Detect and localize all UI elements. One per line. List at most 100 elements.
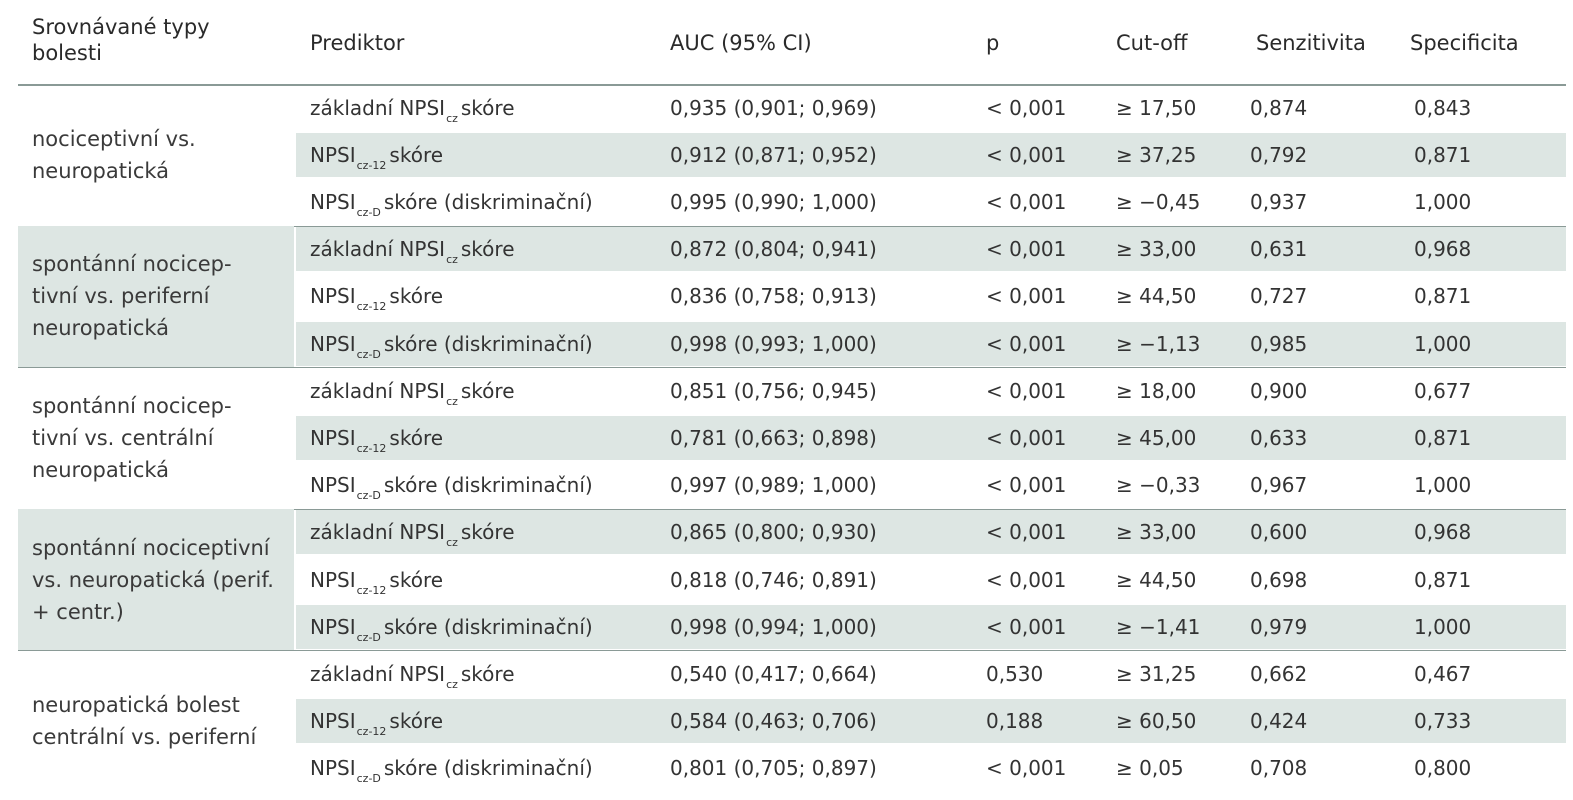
predictor-cell: NPSIcz-12 skóre	[310, 558, 443, 602]
specificity-cell: 0,733	[1414, 709, 1472, 734]
cutoff-cell: ≥ 33,00	[1116, 237, 1197, 262]
predictor-cell: NPSIcz-12 skóre	[310, 274, 443, 318]
specificity-cell: 1,000	[1414, 473, 1472, 498]
group-divider	[18, 225, 1566, 227]
predictor-name: NPSI	[310, 709, 356, 734]
predictor-suffix: skóre	[460, 237, 515, 262]
table-header: Srovnávané typy bolesti Prediktor AUC (9…	[18, 0, 1566, 86]
predictor-name: NPSI	[310, 425, 356, 450]
predictor-suffix: skóre (diskriminační)	[383, 473, 593, 498]
predictor-cell: NPSIcz-D skóre (diskriminační)	[310, 180, 593, 224]
table-row: NPSIcz-12 skóre 0,836 (0,758; 0,913) < 0,00…	[296, 274, 1566, 318]
p-value-cell: 0,188	[986, 709, 1044, 734]
auc-cell: 0,865 (0,800; 0,930)	[670, 520, 877, 545]
predictor-name: základní NPSI	[310, 378, 446, 403]
predictor-suffix: skóre (diskriminační)	[383, 614, 593, 639]
predictor-name: NPSI	[310, 614, 356, 639]
predictor-name: NPSI	[310, 284, 356, 309]
sensitivity-cell: 0,874	[1250, 95, 1308, 120]
auc-cell: 0,836 (0,758; 0,913)	[670, 284, 877, 309]
specificity-cell: 0,467	[1414, 661, 1472, 686]
sensitivity-cell: 0,967	[1250, 473, 1308, 498]
predictor-cell: základní NPSIcz skóre	[310, 369, 515, 413]
specificity-cell: 1,000	[1414, 190, 1472, 214]
p-value-cell: < 0,001	[986, 614, 1067, 639]
group-label-cell: spontánní nocicep- tivní vs. periferní n…	[18, 225, 294, 368]
predictor-name: NPSI	[310, 142, 356, 167]
predictor-suffix: skóre	[460, 520, 515, 545]
sensitivity-cell: 0,662	[1250, 661, 1308, 686]
predictor-subscript: cz-12	[356, 158, 387, 172]
sensitivity-cell: 0,633	[1250, 425, 1308, 450]
table-row: NPSIcz-D skóre (diskriminační) 0,998 (0,99…	[296, 321, 1566, 366]
cutoff-cell: ≥ −1,13	[1116, 331, 1201, 356]
specificity-cell: 0,871	[1414, 567, 1472, 592]
p-value-cell: < 0,001	[986, 331, 1067, 356]
group-label: spontánní nocicep- tivní vs. periferní n…	[32, 252, 232, 341]
auc-cell: 0,584 (0,463; 0,706)	[670, 709, 877, 734]
table-row: NPSIcz-D skóre (diskriminační) 0,801 (0,70…	[296, 746, 1566, 790]
specificity-cell: 1,000	[1414, 614, 1472, 639]
predictor-subscript: cz	[446, 536, 458, 550]
cutoff-cell: ≥ 31,25	[1116, 661, 1197, 686]
results-table: Srovnávané typy bolesti Prediktor AUC (9…	[18, 0, 1566, 800]
predictor-name: základní NPSI	[310, 237, 446, 262]
predictor-cell: NPSIcz-D skóre (diskriminační)	[310, 746, 593, 790]
specificity-cell: 0,871	[1414, 425, 1472, 450]
group-divider	[18, 367, 1566, 369]
predictor-suffix: skóre (diskriminační)	[383, 756, 593, 781]
group-block: neuropatická bolest centrální vs. perife…	[18, 650, 1566, 792]
specificity-cell: 0,968	[1414, 520, 1472, 545]
predictor-subscript: cz-D	[356, 347, 381, 361]
p-value-cell: < 0,001	[986, 567, 1067, 592]
specificity-cell: 0,968	[1414, 237, 1472, 262]
group-block: nociceptivní vs. neuropatická základní NP…	[18, 84, 1566, 226]
predictor-name: NPSI	[310, 331, 356, 356]
predictor-subscript: cz-D	[356, 206, 381, 219]
predictor-cell: základní NPSIcz skóre	[310, 510, 515, 554]
predictor-suffix: skóre	[460, 661, 515, 686]
predictor-cell: základní NPSIcz skóre	[310, 652, 515, 696]
auc-cell: 0,935 (0,901; 0,969)	[670, 95, 877, 120]
cutoff-cell: ≥ −0,33	[1116, 473, 1201, 498]
predictor-subscript: cz-D	[356, 772, 381, 786]
sensitivity-cell: 0,708	[1250, 756, 1308, 781]
predictor-suffix: skóre (diskriminační)	[383, 331, 593, 356]
specificity-cell: 0,843	[1414, 95, 1472, 120]
table-row: základní NPSIcz skóre 0,540 (0,417; 0,664)…	[296, 652, 1566, 696]
cutoff-cell: ≥ 33,00	[1116, 520, 1197, 545]
cutoff-cell: ≥ 0,05	[1116, 756, 1184, 781]
header-auc: AUC (95% CI)	[670, 31, 812, 55]
predictor-subscript: cz-D	[356, 489, 381, 503]
auc-cell: 0,818 (0,746; 0,891)	[670, 567, 877, 592]
group-divider	[18, 508, 1566, 510]
header-p: p	[986, 31, 1000, 55]
cutoff-cell: ≥ 37,25	[1116, 142, 1197, 167]
predictor-cell: NPSIcz-12 skóre	[310, 699, 443, 743]
specificity-cell: 0,871	[1414, 142, 1472, 167]
group-label: nociceptivní vs. neuropatická	[32, 126, 196, 183]
p-value-cell: < 0,001	[986, 425, 1067, 450]
predictor-subscript: cz	[446, 111, 458, 125]
predictor-subscript: cz-D	[356, 630, 381, 644]
cutoff-cell: ≥ −1,41	[1116, 614, 1201, 639]
group-block: spontánní nocicep- tivní vs. centrální n…	[18, 367, 1566, 509]
auc-cell: 0,912 (0,871; 0,952)	[670, 142, 877, 167]
table-row: základní NPSIcz skóre 0,851 (0,756; 0,945)…	[296, 369, 1566, 413]
auc-cell: 0,998 (0,993; 1,000)	[670, 331, 877, 356]
p-value-cell: < 0,001	[986, 756, 1067, 781]
predictor-subscript: cz-12	[356, 583, 387, 597]
p-value-cell: < 0,001	[986, 473, 1067, 498]
cutoff-cell: ≥ −0,45	[1116, 190, 1201, 214]
group-label-cell: spontánní nocicep- tivní vs. centrální n…	[18, 367, 294, 509]
predictor-cell: NPSIcz-12 skóre	[310, 416, 443, 460]
predictor-cell: NPSIcz-D skóre (diskriminační)	[310, 322, 593, 366]
header-sensitivity: Senzitivita	[1256, 31, 1366, 55]
specificity-cell: 0,677	[1414, 378, 1472, 403]
sensitivity-cell: 0,937	[1250, 190, 1308, 214]
predictor-suffix: skóre	[389, 567, 444, 592]
predictor-name: NPSI	[310, 567, 356, 592]
p-value-cell: < 0,001	[986, 520, 1067, 545]
predictor-cell: NPSIcz-12 skóre	[310, 133, 443, 177]
predictor-name: NPSI	[310, 756, 356, 781]
